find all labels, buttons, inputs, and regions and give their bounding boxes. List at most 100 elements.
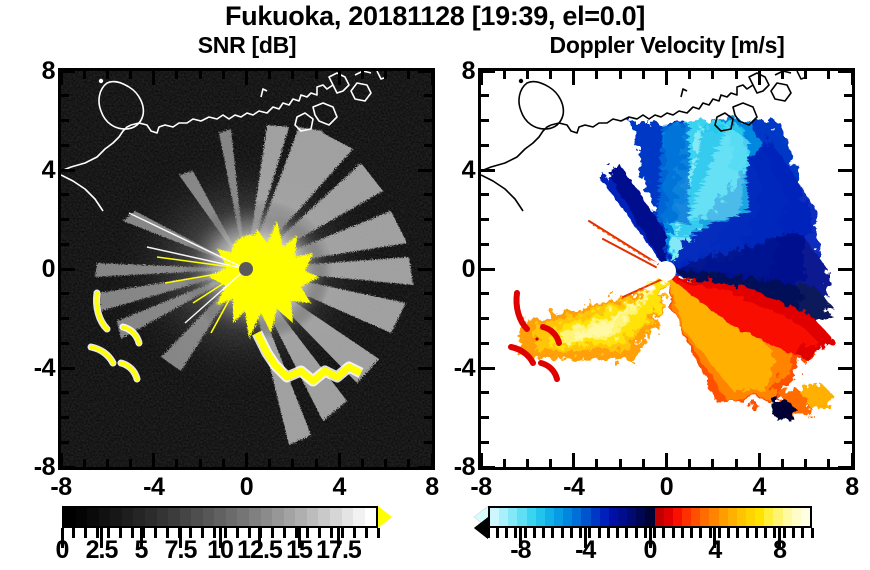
- doppler-plot-area[interactable]: [478, 68, 855, 470]
- doppler-colorbar-swatch: [663, 508, 673, 526]
- snr-colorbar-minor-tick: [154, 528, 158, 538]
- snr-ytick-minor: [61, 317, 69, 320]
- snr-colorbar-swatch: [144, 508, 157, 526]
- doppler-colorbar-swatch: [718, 508, 728, 526]
- doppler-xtick-major-top: [850, 71, 854, 85]
- doppler-colorbar-label: 0: [643, 536, 658, 564]
- doppler-xtick-minor: [780, 459, 784, 467]
- doppler-colorbar-swatch: [791, 508, 801, 526]
- doppler-xtick-major: [757, 453, 761, 467]
- snr-ytick-major-right: [418, 69, 432, 73]
- doppler-colorbar-swatch: [727, 508, 737, 526]
- doppler-colorbar-minor-tick: [727, 528, 731, 538]
- doppler-colorbar-label: -8: [510, 536, 531, 564]
- page-title: Fukuoka, 20181128 [19:39, el=0.0]: [224, 1, 646, 31]
- snr-xtick-minor: [268, 459, 272, 467]
- snr-ytick-major: [61, 69, 75, 73]
- snr-xtick-minor-top: [407, 71, 411, 79]
- snr-colorbar-swatch: [98, 508, 111, 526]
- doppler-ytick-label: 0: [461, 255, 476, 283]
- doppler-xtick-minor-top: [641, 71, 645, 79]
- doppler-ytick-major-right: [838, 168, 852, 172]
- doppler-xtick-minor: [734, 459, 738, 467]
- snr-panel-title: SNR [dB]: [197, 32, 297, 58]
- snr-colorbar-minor-tick: [130, 528, 134, 538]
- snr-colorbar-label: 5: [134, 536, 149, 564]
- doppler-colorbar-minor-tick: [616, 528, 620, 538]
- snr-ytick-major: [61, 366, 75, 370]
- doppler-colorbar-swatch: [499, 508, 509, 526]
- snr-xtick-minor: [175, 459, 179, 467]
- doppler-ytick-minor-right: [844, 218, 852, 221]
- doppler-colorbar-label: 8: [773, 536, 787, 564]
- doppler-colorbar-minor-tick: [810, 528, 814, 538]
- snr-ytick-minor: [61, 242, 69, 246]
- doppler-colorbar-minor-tick: [653, 528, 657, 538]
- snr-colorbar-swatch: [318, 508, 330, 526]
- doppler-colorbar[interactable]: [474, 506, 826, 539]
- snr-colorbar-major-tick: [100, 528, 103, 548]
- snr-colorbar-minor-tick: [107, 528, 111, 538]
- snr-ytick-minor-right: [424, 292, 432, 296]
- snr-xtick-major-top: [337, 71, 341, 85]
- doppler-colorbar-minor-tick: [680, 528, 684, 538]
- snr-colorbar-minor-tick: [247, 528, 251, 538]
- doppler-colorbar-swatch: [736, 508, 746, 526]
- doppler-ytick-major: [481, 267, 495, 271]
- snr-plot-area[interactable]: [58, 68, 435, 470]
- snr-ytick-label: -4: [33, 354, 56, 382]
- snr-ytick-minor-right: [424, 317, 432, 320]
- snr-colorbar-minor-tick: [200, 528, 204, 538]
- doppler-xtick-minor-top: [595, 71, 599, 79]
- snr-colorbar-swatch: [225, 508, 238, 526]
- doppler-xtick-minor: [549, 459, 553, 467]
- snr-colorbar-swatch: [237, 508, 249, 526]
- snr-colorbar-major-tick: [179, 528, 182, 548]
- doppler-ytick-major: [481, 366, 495, 370]
- snr-colorbar-major-tick: [60, 528, 64, 548]
- doppler-xtick-major: [850, 453, 854, 467]
- snr-colorbar-swatch: [156, 508, 169, 526]
- snr-colorbar-label: 15: [286, 536, 313, 564]
- doppler-xtick-minor-top: [711, 71, 715, 79]
- snr-ytick-minor: [61, 416, 69, 419]
- doppler-colorbar-swatch: [617, 508, 628, 526]
- doppler-xtick-major-top: [665, 71, 668, 85]
- doppler-ytick-minor-right: [844, 416, 852, 419]
- doppler-colorbar-swatch: [581, 508, 591, 526]
- doppler-colorbar-under-arrow: [474, 506, 488, 539]
- doppler-xtick-minor: [688, 459, 692, 467]
- doppler-colorbar-minor-tick: [671, 528, 675, 538]
- doppler-ytick-minor-right: [844, 94, 852, 98]
- snr-colorbar-swatch: [272, 508, 284, 526]
- doppler-colorbar-minor-tick: [495, 528, 499, 538]
- doppler-colorbar-minor-tick: [532, 528, 536, 538]
- snr-xtick-minor-top: [221, 71, 225, 79]
- doppler-ytick-minor: [481, 341, 489, 345]
- snr-ytick-minor-right: [424, 242, 432, 246]
- snr-xtick-minor-top: [360, 71, 364, 79]
- snr-xtick-major: [245, 453, 248, 467]
- snr-ytick-minor: [61, 440, 69, 444]
- snr-colorbar-swatch: [191, 508, 203, 526]
- snr-colorbar-minor-tick: [271, 528, 275, 538]
- doppler-ytick-minor-right: [844, 143, 852, 147]
- doppler-colorbar-swatch: [544, 508, 554, 526]
- snr-xtick-minor-top: [268, 71, 272, 79]
- doppler-colorbar-minor-tick: [588, 528, 592, 538]
- snr-colorbar-major-tick: [337, 528, 340, 548]
- doppler-colorbar-swatch: [773, 508, 783, 526]
- snr-xtick-label: 4: [332, 473, 347, 501]
- doppler-colorbar-swatch: [553, 508, 564, 526]
- doppler-colorbar-swatch: [627, 508, 637, 526]
- doppler-ytick-label: 8: [461, 57, 476, 85]
- snr-colorbar-swatch: [202, 508, 215, 526]
- snr-colorbar-swatch: [64, 508, 76, 526]
- snr-colorbar[interactable]: [62, 506, 392, 530]
- snr-xtick-minor: [221, 459, 225, 467]
- snr-xtick-minor-top: [314, 71, 318, 79]
- snr-ytick-label: 8: [41, 57, 56, 85]
- doppler-ytick-minor-right: [844, 193, 852, 197]
- snr-colorbar-swatch: [179, 508, 192, 526]
- snr-colorbar-swatch: [353, 508, 365, 526]
